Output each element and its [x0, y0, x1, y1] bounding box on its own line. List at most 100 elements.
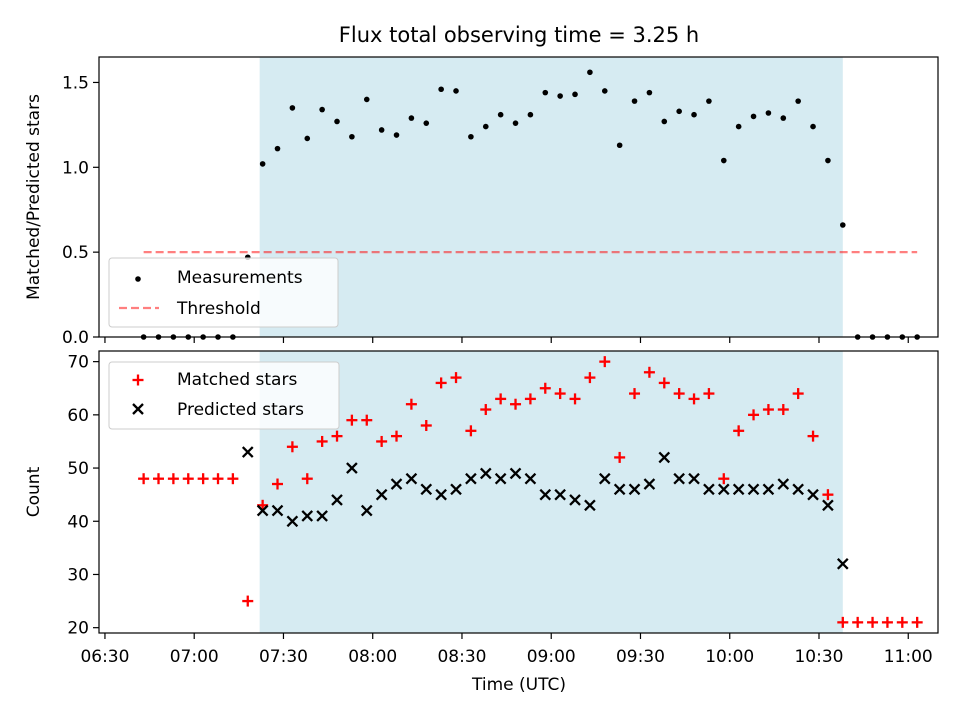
bottom-legend-box — [108, 361, 340, 430]
x-tick-label: 06:30 — [80, 647, 129, 667]
predicted-stars-point — [584, 499, 596, 512]
measurement-point — [795, 98, 801, 104]
matched-stars-point — [733, 425, 745, 437]
predicted-stars-point — [703, 483, 715, 496]
x-tick-label: 10:00 — [705, 647, 754, 667]
measurement-point — [631, 98, 638, 104]
matched-stars-point — [301, 473, 313, 485]
matched-stars-point — [272, 478, 284, 490]
bottom-y-ticks: 20 30 40 50 60 70 — [67, 353, 99, 639]
predicted-stars-point — [331, 494, 343, 506]
matched-stars-point — [257, 499, 269, 511]
matched-stars-point — [376, 435, 388, 447]
top-legend: Measurements Threshold — [108, 257, 339, 328]
y-tick-label: 30 — [67, 565, 89, 585]
bottom-legend: Matched stars Predicted stars — [108, 361, 340, 430]
bottom-y-axis-label: Count — [24, 466, 44, 517]
matched-stars-point — [584, 372, 596, 384]
predicted-stars-point — [346, 462, 358, 474]
measurement-point — [378, 127, 385, 133]
predicted-stars-point — [494, 472, 507, 485]
measurement-point — [468, 133, 474, 140]
bottom-observing-window — [259, 351, 843, 633]
matched-stars-point — [614, 451, 626, 463]
measurement-point — [735, 123, 742, 130]
y-tick-label: 1.5 — [62, 73, 89, 93]
predicted-stars-point — [554, 488, 566, 501]
predicted-stars-point — [569, 494, 581, 506]
predicted-stars-point — [360, 504, 373, 517]
predicted-stars-point — [390, 478, 403, 490]
y-tick-label: 20 — [67, 619, 89, 639]
measurement-point — [482, 123, 489, 130]
matched-stars-point — [837, 616, 849, 628]
legend-measurements-marker — [135, 276, 141, 282]
matched-stars-point — [807, 430, 819, 442]
matched-stars-point — [822, 489, 834, 501]
measurement-point — [587, 69, 593, 76]
predicted-stars-point — [836, 558, 849, 570]
predicted-stars-point — [628, 483, 641, 496]
measurement-point — [289, 105, 296, 111]
predicted-stars-point — [256, 504, 269, 517]
matched-stars-point — [167, 473, 179, 485]
predicted-stars-point — [301, 510, 314, 522]
matched-stars-point — [495, 393, 507, 405]
matched-stars-point — [524, 393, 536, 405]
predicted-stars-point — [271, 504, 284, 517]
matched-stars-point — [510, 398, 522, 410]
predicted-stars-point — [822, 499, 834, 512]
matched-stars-point — [480, 404, 492, 416]
legend-predicted-marker — [132, 403, 144, 415]
measurement-point — [810, 123, 816, 130]
x-tick-label: 07:30 — [259, 647, 308, 667]
measurement-point — [334, 118, 340, 125]
predicted-stars-point — [762, 483, 775, 496]
matched-stars-point — [153, 473, 165, 485]
measurement-point — [646, 89, 653, 96]
matched-stars-point — [212, 473, 224, 485]
predicted-stars-point — [747, 483, 760, 496]
matched-stars-point — [852, 616, 864, 628]
matched-stars-point — [569, 393, 581, 405]
predicted-stars-point — [435, 488, 447, 501]
predicted-stars-point — [643, 478, 656, 490]
top-observing-window — [259, 57, 843, 337]
measurement-point — [319, 106, 325, 113]
top-panel: 0.0 0.5 1.0 1.5 Matched/Predicted stars Mea… — [24, 56, 939, 348]
measurement-point — [661, 118, 668, 125]
matched-stars-point — [346, 414, 358, 426]
matched-stars-point — [911, 616, 923, 628]
chart-title: Flux total observing time = 3.25 h — [339, 23, 699, 47]
predicted-stars-point — [450, 483, 462, 496]
x-tick-label: 11:00 — [884, 647, 933, 667]
matched-stars-point — [420, 419, 432, 431]
x-tick-label: 09:00 — [527, 647, 576, 667]
measurement-point — [557, 93, 563, 99]
predicted-stars-point — [375, 488, 388, 501]
measurement-point — [750, 113, 757, 120]
predicted-stars-point — [598, 472, 611, 485]
predicted-stars-point — [777, 478, 790, 490]
x-axis-label: Time (UTC) — [471, 675, 566, 695]
x-tick-label: 10:30 — [794, 647, 843, 667]
matched-stars-point — [391, 430, 403, 442]
matched-stars-point — [658, 377, 670, 389]
matched-stars-point — [777, 404, 789, 416]
predicted-stars-point — [509, 467, 522, 480]
predicted-stars-point — [420, 483, 433, 496]
predicted-stars-point — [286, 515, 299, 528]
predicted-stars-point — [807, 488, 819, 501]
top-y-ticks: 0.0 0.5 1.0 1.5 — [62, 73, 99, 348]
predicted-stars-point — [613, 483, 626, 496]
x-tick-label: 09:30 — [616, 647, 665, 667]
predicted-stars-point — [241, 446, 254, 458]
measurement-point — [363, 96, 370, 103]
predicted-stars-point — [717, 483, 730, 496]
measurement-point — [408, 115, 415, 121]
predicted-stars-point — [405, 472, 418, 485]
bottom-axes-frame — [98, 350, 939, 634]
measurement-point — [825, 157, 831, 164]
matched-stars-point — [762, 404, 774, 416]
matched-stars-point — [465, 425, 477, 437]
